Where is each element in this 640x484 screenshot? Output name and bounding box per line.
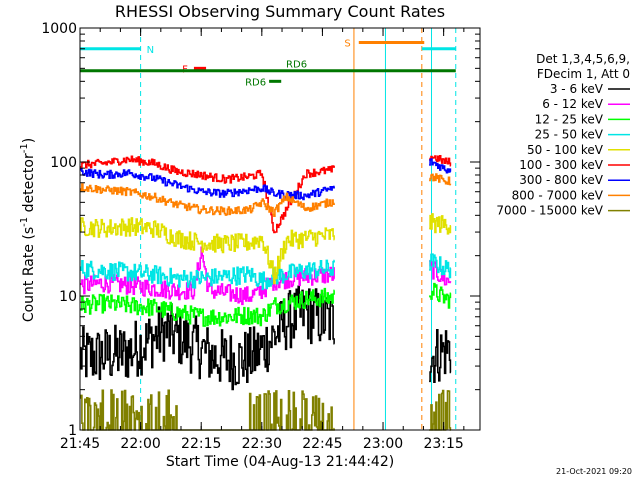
flag-label: N <box>147 45 154 56</box>
y-axis-label-main: Count Rate (s <box>21 227 37 322</box>
series-trace <box>429 213 452 235</box>
x-tick-label: 21:45 <box>60 436 100 452</box>
y-tick-label: 1 <box>68 423 77 439</box>
x-tick-label: 22:45 <box>302 436 342 452</box>
x-axis-label: Start Time (04-Aug-13 21:44:42) <box>166 454 394 470</box>
legend: Det 1,3,4,5,6,9, FDecim 1, Att 0 3 - 6 k… <box>496 52 630 218</box>
series-group <box>80 155 452 431</box>
series-trace <box>80 287 335 327</box>
x-tick-label: 22:00 <box>120 436 160 452</box>
legend-entry-label: 100 - 300 keV <box>519 158 603 172</box>
legend-entry-label: 3 - 6 keV <box>550 82 604 96</box>
series-12-25-kev <box>80 282 452 327</box>
legend-entry-label: 6 - 12 keV <box>542 97 604 111</box>
legend-entry-label: 50 - 100 keV <box>527 143 604 157</box>
flag-group: NSFRD6RD6 <box>80 38 456 88</box>
y-axis-label-exp1: -1 <box>19 217 30 227</box>
flag-label: S <box>344 38 350 49</box>
legend-header-line-2: FDecim 1, Att 0 <box>537 67 630 81</box>
series-800-7000-kev <box>80 173 452 217</box>
y-axis-label-end: ) <box>21 138 37 143</box>
flag-label: RD6 <box>286 60 307 71</box>
y-axis-label-exp2: -1 <box>19 143 30 153</box>
series-trace <box>80 217 335 285</box>
y-tick-label: 100 <box>50 155 77 171</box>
series-trace <box>429 260 452 286</box>
series-6-12-kev <box>80 246 452 306</box>
x-tick-label: 22:30 <box>242 436 282 452</box>
y-tick-label: 1000 <box>41 21 77 37</box>
legend-entry-label: 12 - 25 keV <box>535 112 604 126</box>
series-trace <box>80 168 335 201</box>
series-trace <box>429 329 452 383</box>
series-trace <box>80 246 335 306</box>
legend-entry-label: 800 - 7000 keV <box>512 188 604 202</box>
legend-header-line-1: Det 1,3,4,5,6,9, <box>536 52 630 66</box>
series-300-800-kev <box>80 158 452 201</box>
series-50-100-kev <box>80 213 452 285</box>
x-tick-label: 22:15 <box>181 436 221 452</box>
y-tick-label: 10 <box>59 289 77 305</box>
date-stamp: 21-Oct-2021 09:20 <box>556 467 632 476</box>
plot-frame <box>79 27 481 431</box>
series-trace <box>429 173 452 186</box>
series-trace <box>429 155 452 167</box>
flag-label: RD6 <box>245 77 266 88</box>
legend-entry-label: 300 - 800 keV <box>519 173 603 187</box>
series-trace <box>429 253 452 279</box>
x-tick-label: 23:00 <box>363 436 403 452</box>
y-axis-label-mid: detector <box>21 153 37 217</box>
series-trace <box>80 285 335 391</box>
series-trace <box>80 259 335 291</box>
series-trace <box>429 158 452 174</box>
series-25-50-kev <box>80 253 452 291</box>
x-tick-label: 23:15 <box>423 436 463 452</box>
series-trace <box>429 282 452 309</box>
series-3-6-kev <box>80 285 452 391</box>
axes-group: 21:45 22:00 22:15 22:30 22:45 23:00 23:15 1 10 10… <box>41 21 480 452</box>
chart-title: RHESSI Observing Summary Count Rates <box>115 2 445 21</box>
series-trace <box>80 183 335 217</box>
legend-entry-label: 25 - 50 keV <box>535 128 604 142</box>
y-axis-label: Count Rate (s-1 detector-1) <box>19 138 37 322</box>
legend-entry-label: 7000 - 15000 keV <box>496 204 603 218</box>
